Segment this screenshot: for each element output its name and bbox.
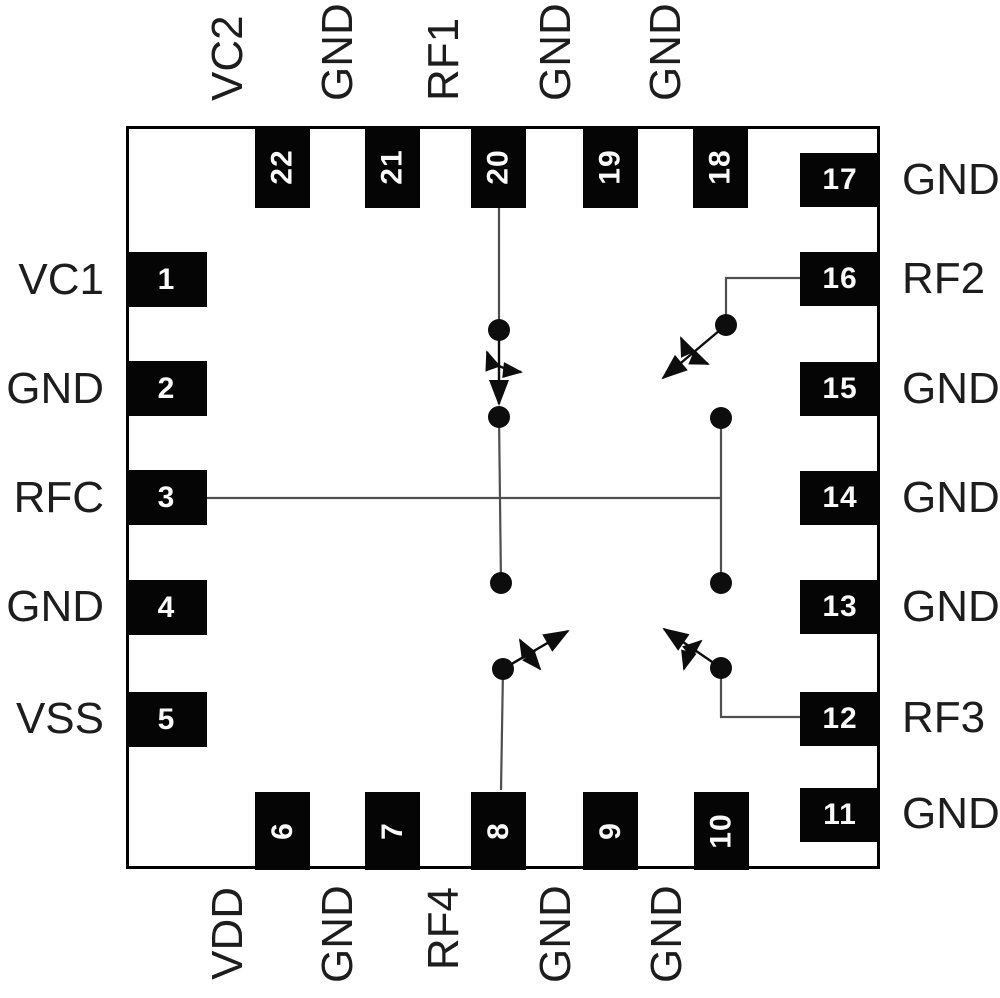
node-pole-right-top [710, 407, 732, 429]
pin-label-12: RF3 [902, 693, 986, 742]
node-rf3-throw [710, 657, 732, 679]
pin-label-9: GND [531, 885, 580, 983]
pin-label-10: GND [642, 885, 691, 983]
node-rf1-throw [488, 319, 510, 341]
pin-pad-5: 5 [126, 692, 207, 747]
rotate-arrow-rf4 [518, 638, 542, 671]
pin-number-8: 8 [481, 822, 515, 840]
pin-pad-18: 18 [693, 126, 748, 208]
node-pole-left-bottom [490, 572, 512, 594]
pin-label-11: GND [902, 789, 1000, 838]
rotate-arrow-rf3 [681, 639, 703, 671]
pin-number-6: 6 [265, 822, 299, 840]
pin-number-20: 20 [481, 149, 515, 185]
switch-arm-rf2 [661, 324, 727, 380]
pin-pad-10: 10 [694, 792, 749, 870]
pin-number-19: 19 [593, 149, 627, 185]
pin-pad-12: 12 [800, 692, 880, 746]
pin-number-7: 7 [375, 822, 409, 840]
pin-label-2: GND [6, 364, 104, 413]
pin-number-16: 16 [822, 262, 858, 295]
pin-pad-3: 3 [126, 470, 207, 525]
node-pole-right-bottom [710, 572, 732, 594]
pin-number-4: 4 [157, 590, 176, 624]
pin-number-15: 15 [822, 372, 858, 405]
rotate-arrow-rf2 [679, 336, 710, 366]
pin-pad-21: 21 [365, 126, 420, 208]
pin-number-10: 10 [704, 813, 738, 849]
pin-label-1: VC1 [18, 255, 104, 304]
pin-label-19: GND [531, 3, 580, 101]
pin-number-14: 14 [822, 481, 858, 514]
pin-label-5: VSS [15, 694, 104, 743]
rotate-arrow-rf1 [485, 350, 523, 379]
pin-label-8: RF4 [419, 887, 468, 971]
pin-pad-13: 13 [800, 580, 880, 634]
pin-label-20: RF1 [419, 17, 468, 101]
pin-pad-17: 17 [800, 153, 880, 207]
pin-number-22: 22 [265, 149, 299, 185]
pin-pad-6: 6 [255, 792, 310, 870]
pin-number-11: 11 [823, 798, 857, 831]
pin-pad-8: 8 [471, 792, 526, 870]
pin-pad-22: 22 [255, 126, 310, 208]
pin-number-9: 9 [593, 822, 627, 840]
wire-center-left [497, 416, 503, 584]
pin-pad-11: 11 [800, 788, 880, 842]
pin-pad-16: 16 [800, 252, 880, 306]
pin-pad-2: 2 [126, 361, 207, 416]
pin-number-2: 2 [157, 371, 176, 405]
pin-pad-14: 14 [800, 471, 880, 525]
pin-label-16: RF2 [902, 254, 986, 303]
pin-pad-20: 20 [471, 126, 526, 208]
pin-label-17: GND [902, 155, 1000, 204]
pin-pad-1: 1 [126, 252, 207, 307]
node-rf2-throw [715, 314, 737, 336]
pin-number-17: 17 [822, 163, 858, 196]
pin-label-14: GND [902, 473, 1000, 522]
pin-number-13: 13 [822, 590, 858, 623]
pin-number-12: 12 [822, 702, 858, 735]
pin-label-6: VDD [203, 887, 252, 980]
pin-number-21: 21 [375, 149, 409, 185]
pin-number-5: 5 [157, 702, 176, 736]
pin-label-21: GND [313, 3, 362, 101]
pin-pad-4: 4 [126, 580, 207, 635]
pin-label-22: VC2 [203, 15, 252, 101]
wire-rf3-feed [719, 668, 800, 719]
pin-label-18: GND [641, 3, 690, 101]
pin-pad-9: 9 [583, 792, 638, 870]
pin-pad-19: 19 [583, 126, 638, 208]
wire-rf4-feed [499, 668, 505, 791]
pin-number-3: 3 [157, 480, 176, 514]
node-rf4-throw [492, 658, 514, 680]
pin-label-4: GND [6, 582, 104, 631]
pin-pad-15: 15 [800, 362, 880, 416]
pin-label-13: GND [902, 582, 1000, 631]
pin-number-1: 1 [157, 262, 176, 296]
pin-label-3: RFC [13, 473, 104, 522]
wire-rf2-feed [724, 276, 800, 325]
pin-label-15: GND [902, 364, 1000, 413]
pin-pad-7: 7 [365, 792, 420, 870]
pin-number-18: 18 [703, 149, 737, 185]
node-pole-left-top [488, 406, 510, 428]
pin-label-7: GND [313, 885, 362, 983]
